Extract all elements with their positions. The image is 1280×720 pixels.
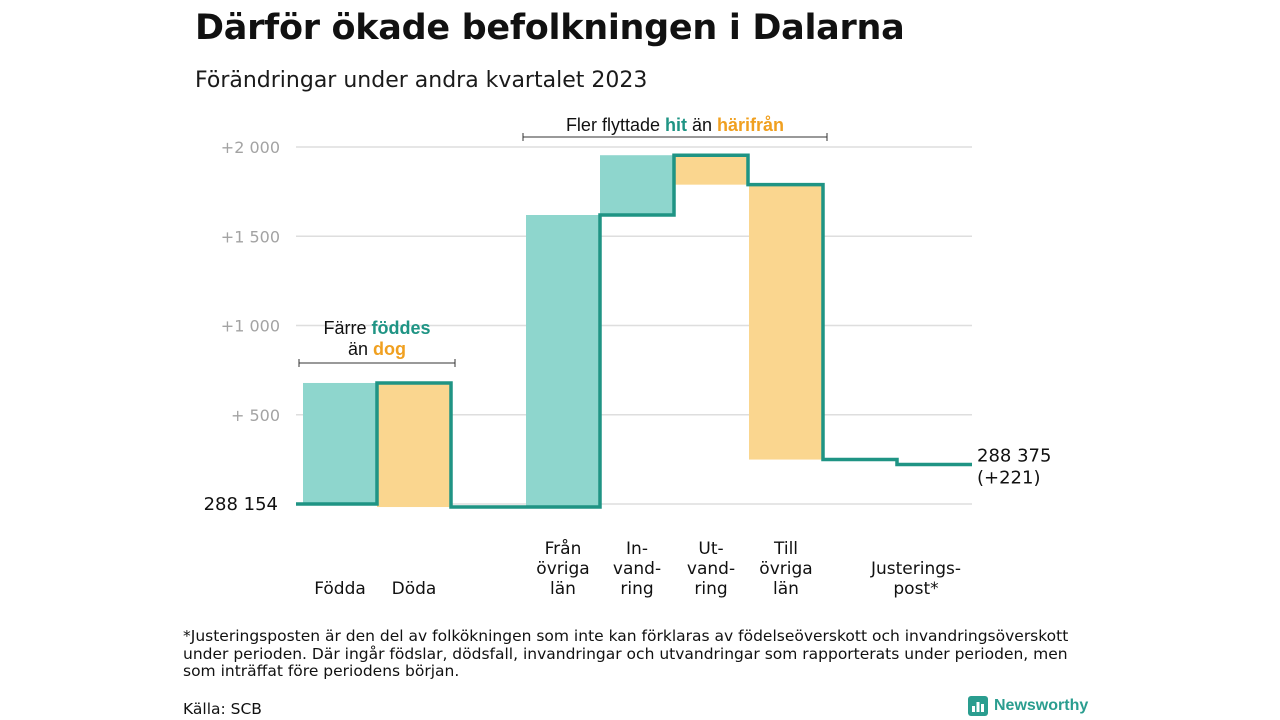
category-label-to-other-counties: län xyxy=(773,579,799,599)
chart-title: Därför ökade befolkningen i Dalarna xyxy=(195,8,905,48)
category-label-to-other-counties: Till xyxy=(773,539,798,559)
category-label-births: Födda xyxy=(314,579,366,599)
category-label-adjustment: post* xyxy=(893,579,938,599)
category-label-adjustment: Justerings- xyxy=(870,559,961,579)
end-value-label: 288 375 xyxy=(977,446,1051,467)
bar-chart-icon xyxy=(968,696,988,716)
annotation-segment: härifrån xyxy=(717,115,784,135)
annotation-segment: än xyxy=(348,339,373,359)
brand-logo: Newsworthy xyxy=(968,696,1088,716)
bar-to-other-counties xyxy=(749,184,823,460)
category-label-immigration: vand- xyxy=(613,559,661,579)
y-tick-label: + 500 xyxy=(231,406,280,425)
annotation-segment: dog xyxy=(373,339,406,359)
category-label-from-other-counties: övriga xyxy=(536,559,589,579)
category-label-emigration: vand- xyxy=(687,559,735,579)
category-label-from-other-counties: Från xyxy=(545,538,582,559)
y-tick-label: +1 500 xyxy=(221,227,280,246)
bar-deaths xyxy=(377,382,451,508)
annotation-segment: hit xyxy=(665,115,687,135)
brand-name: Newsworthy xyxy=(994,697,1089,714)
source-label: Källa: SCB xyxy=(183,700,262,718)
waterfall-chart: + 500 +1 000 +1 500 +2 000 288 154 288 375(+2… xyxy=(204,115,1052,599)
bar-emigration xyxy=(674,155,748,185)
category-label-emigration: Ut- xyxy=(698,539,723,559)
bar-immigration xyxy=(600,155,674,216)
category-label-emigration: ring xyxy=(694,579,727,599)
annotation-segment: än xyxy=(687,115,717,135)
category-label-deaths: Döda xyxy=(392,579,437,599)
annotation-births-deaths: än dog xyxy=(348,339,406,359)
end-change-label: (+221) xyxy=(977,468,1040,489)
annotation-segment: Färre xyxy=(323,318,371,338)
category-label-to-other-counties: övriga xyxy=(759,559,812,579)
bar-births xyxy=(303,382,377,504)
category-label-from-other-counties: län xyxy=(550,579,576,599)
running-total-line xyxy=(296,153,972,509)
category-label-immigration: In- xyxy=(626,539,648,559)
footnote: *Justeringsposten är den del av folkökni… xyxy=(183,627,1069,680)
y-tick-label: +2 000 xyxy=(221,138,280,157)
start-value-label: 288 154 xyxy=(204,494,278,515)
chart-subtitle: Förändringar under andra kvartalet 2023 xyxy=(195,68,648,93)
annotation-segment: föddes xyxy=(372,318,431,338)
category-label-immigration: ring xyxy=(620,579,653,599)
annotation-migration: Fler flyttade hit än härifrån xyxy=(566,115,784,135)
y-tick-label: +1 000 xyxy=(221,317,280,336)
annotation-births-deaths: Färre föddes xyxy=(323,318,430,338)
bar-from-other-counties xyxy=(526,215,600,508)
annotation-segment: Fler flyttade xyxy=(566,115,665,135)
